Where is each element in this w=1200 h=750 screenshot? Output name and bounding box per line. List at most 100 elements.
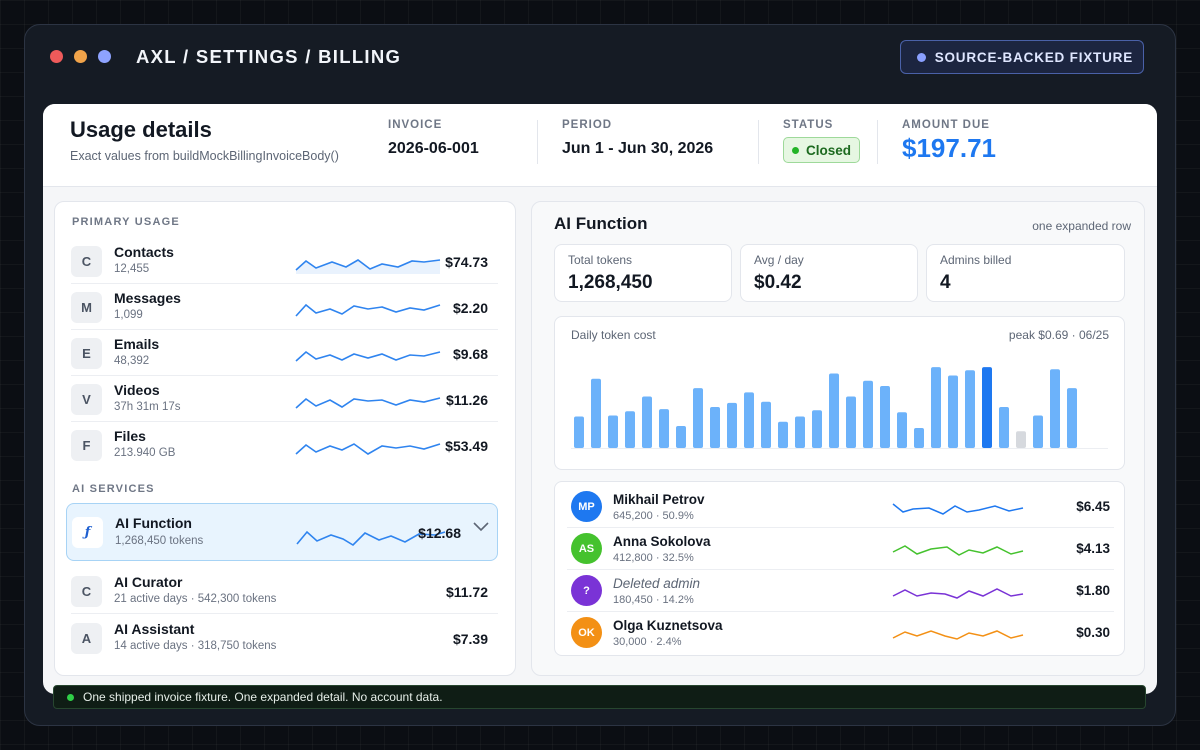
detail-title: AI Function [554,214,648,233]
divider [758,120,759,164]
usage-header: Usage details Exact values from buildMoc… [43,104,1157,187]
admin-row[interactable]: ? Deleted admin 180,450 · 14.2% $1.80 [555,570,1126,612]
stat-label: Avg / day [754,253,804,267]
admin-sparkline [892,630,1024,640]
close-dot-icon[interactable] [50,50,63,63]
chart-bar-06/06[interactable] [659,409,669,448]
admin-name: Mikhail Petrov [613,492,705,507]
row-price: $7.39 [452,631,488,647]
avatar: AS [571,533,602,564]
chart-bar-06/19[interactable] [880,386,890,448]
minimize-dot-icon[interactable] [74,50,87,63]
fixture-badge: SOURCE-BACKED FIXTURE [899,40,1144,74]
chart-bar-06/01[interactable] [574,416,584,449]
chart-bar-06/15[interactable] [812,410,822,448]
status-label: STATUS [783,119,834,131]
avatar: ? [571,575,602,606]
assistant-letter-icon: A [71,623,102,654]
admin-row[interactable]: OK Olga Kuznetsova 30,000 · 2.4% $0.30 [555,612,1126,654]
stat-admins-billed: Admins billed 4 [926,244,1125,302]
row-price: $11.26 [445,392,488,408]
chart-bar-06/17[interactable] [846,396,856,448]
usage-row-videos[interactable]: V Videos 37h 31m 17s $11.26 [66,376,498,422]
badge-dot-icon [916,52,926,62]
chart-bar-06/04[interactable] [625,411,635,448]
chart-bar-06/30[interactable] [1067,388,1077,448]
chart-bar-06/27[interactable] [1016,431,1026,448]
admin-usage: 412,800 · 32.5% [613,552,694,564]
chart-bar-06/07[interactable] [676,425,686,448]
admin-usage: 645,200 · 50.9% [613,510,694,522]
usage-row-contacts[interactable]: C Contacts 12,455 $74.73 [66,238,498,284]
stat-value: $0.42 [754,272,802,293]
row-name: Files [114,428,146,444]
admin-name: Anna Sokolova [613,534,711,549]
row-price: $74.73 [445,254,488,270]
chart-bar-06/26[interactable] [999,407,1009,448]
row-sub: 14 active days · 318,750 tokens [114,640,277,652]
avatar: MP [571,491,602,522]
chart-bar-06/16[interactable] [829,373,839,448]
chart-bar-06/10[interactable] [727,402,737,448]
breadcrumb: AXL / SETTINGS / BILLING [136,46,402,67]
invoice-label: INVOICE [388,119,443,131]
chart-bar-06/28[interactable] [1033,415,1043,448]
messages-sparkline [295,303,441,317]
stat-total-tokens: Total tokens 1,268,450 [554,244,732,302]
chart-bar-06/29[interactable] [1050,369,1060,448]
chart-bar-06/14[interactable] [795,416,805,449]
chart-bar-06/11[interactable] [744,392,754,448]
chart-bar-06/05[interactable] [642,396,652,448]
row-name: AI Function [115,515,192,531]
chart-bar-06/20[interactable] [897,412,907,448]
page-title: Usage details [70,117,212,142]
amount-meta: AMOUNT DUE $197.71 [902,119,996,164]
chart-bar-06/25[interactable] [982,367,992,448]
admin-cost: $6.45 [1076,499,1110,514]
usage-list-panel: PRIMARY USAGE C Contacts 12,455 $74.73 M… [54,201,516,676]
admin-row[interactable]: AS Anna Sokolova 412,800 · 32.5% $4.13 [555,528,1126,570]
status-badge: Closed [783,137,861,163]
admin-usage: 180,450 · 14.2% [613,594,694,606]
avatar: OK [571,617,602,648]
page-subtitle: Exact values from buildMockBillingInvoic… [70,149,339,163]
usage-row-files[interactable]: F Files 213.940 GB $53.49 [66,422,498,468]
divider [71,283,498,284]
chart-bar-06/13[interactable] [778,421,788,448]
chart-title: Daily token cost [571,328,656,342]
detail-panel: AI Function one expanded row Total token… [531,201,1145,676]
row-name: Messages [114,290,181,306]
chart-bar-06/02[interactable] [591,378,601,448]
chart-bar-06/18[interactable] [863,380,873,448]
usage-row-ai-assistant[interactable]: A AI Assistant 14 active days · 318,750 … [66,615,498,661]
emails-letter-icon: E [71,338,102,369]
chart-bar-06/23[interactable] [948,375,958,448]
chart-bar-06/24[interactable] [965,370,975,448]
admin-cost: $0.30 [1076,625,1110,640]
usage-row-messages[interactable]: M Messages 1,099 $2.20 [66,284,498,330]
chart-bar-06/12[interactable] [761,401,771,448]
invoice-meta: INVOICE 2026-06-001 [388,119,479,158]
row-price: $2.20 [452,300,488,316]
stat-label: Admins billed [940,253,1012,267]
chart-bar-06/09[interactable] [710,407,720,448]
usage-row-ai-function[interactable]: ƒ AI Function 1,268,450 tokens $12.68 [66,503,498,561]
admin-cost: $4.13 [1076,541,1110,556]
chart-bar-06/22[interactable] [931,367,941,448]
usage-row-ai-curator[interactable]: C AI Curator 21 active days · 542,300 to… [66,568,498,614]
admin-name: Olga Kuznetsova [613,618,723,633]
divider [71,375,498,376]
chevron-down-icon[interactable] [473,522,489,532]
row-name: Contacts [114,244,174,260]
row-sub: 1,099 [114,309,143,321]
chart-bar-06/08[interactable] [693,388,703,448]
row-name: Emails [114,336,160,352]
stat-avg-day: Avg / day $0.42 [740,244,918,302]
admin-row[interactable]: MP Mikhail Petrov 645,200 · 50.9% $6.45 [555,486,1126,528]
fixture-badge-label: SOURCE-BACKED FIXTURE [934,49,1133,65]
chart-bar-06/21[interactable] [914,428,924,448]
zoom-dot-icon[interactable] [98,50,111,63]
files-letter-icon: F [71,430,102,461]
chart-bar-06/03[interactable] [608,415,618,448]
usage-row-emails[interactable]: E Emails 48,392 $9.68 [66,330,498,376]
